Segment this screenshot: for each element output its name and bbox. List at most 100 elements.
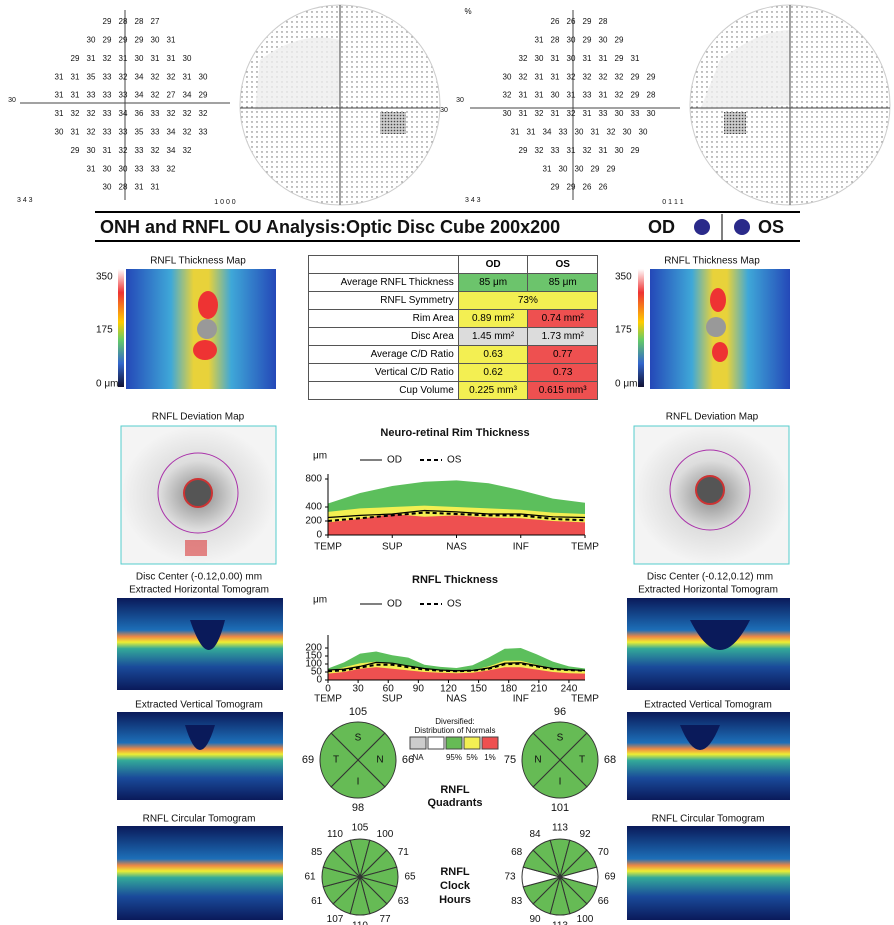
field-value: 28 — [119, 183, 128, 192]
clock-value: 113 — [552, 921, 568, 925]
clock-value: 68 — [511, 847, 523, 858]
table-cell: 0.89 mm² — [458, 310, 528, 328]
map-title: RNFL Deviation Map — [666, 412, 759, 423]
y-tick-label: 400 — [305, 502, 322, 513]
field-value: 32 — [183, 109, 192, 118]
field-value: 31 — [87, 54, 96, 63]
x-category-label: TEMP — [314, 542, 342, 553]
field-corner: 3 4 3 — [17, 197, 33, 204]
field-value: 33 — [135, 164, 144, 173]
table-cell: Vertical C/D Ratio — [309, 364, 459, 382]
field-value: 30 — [567, 54, 576, 63]
clock-value: 69 — [604, 872, 616, 883]
quadrant-value: 66 — [402, 754, 414, 766]
table-cell: 1.45 mm² — [458, 328, 528, 346]
legend-swatch — [410, 737, 426, 749]
field-value: 31 — [567, 91, 576, 100]
table-row: ODOS — [309, 256, 598, 274]
clock-value: 84 — [529, 829, 541, 840]
table-cell: 0.225 mm³ — [458, 382, 528, 400]
field-value: 27 — [151, 17, 160, 26]
field-value: 31 — [119, 54, 128, 63]
field-value: 29 — [71, 54, 80, 63]
field-value: 31 — [151, 183, 160, 192]
field-value: 31 — [535, 36, 544, 45]
field-value: 32 — [151, 72, 160, 81]
x-category-label: TEMP — [314, 694, 342, 705]
field-value: 33 — [583, 91, 592, 100]
x-category-label: INF — [513, 542, 529, 553]
scale-label: 175 — [615, 325, 632, 336]
clock-value: 70 — [598, 847, 610, 858]
field-value: 31 — [135, 183, 144, 192]
field-value: 31 — [591, 128, 600, 137]
field-value: 30 — [103, 183, 112, 192]
field-mark: % — [464, 7, 471, 16]
field-value: 32 — [567, 72, 576, 81]
field-axis-label: 30 — [456, 97, 464, 104]
field-value: 26 — [567, 17, 576, 26]
field-value: 32 — [519, 72, 528, 81]
tomogram-title: Extracted Vertical Tomogram — [135, 700, 263, 711]
field-value: 33 — [151, 109, 160, 118]
y-tick-label: 800 — [305, 474, 322, 485]
field-value: 34 — [543, 128, 552, 137]
table-row: Cup Volume0.225 mm³0.615 mm³ — [309, 382, 598, 400]
legend-title: Distribution of Normals — [415, 726, 496, 735]
field-value: 32 — [167, 164, 176, 173]
page: ONH and RNFL OU Analysis:Optic Disc Cube… — [0, 0, 894, 925]
field-value: 31 — [535, 91, 544, 100]
quadrant-label: T — [579, 755, 585, 766]
clock-value: 107 — [327, 914, 344, 925]
legend-label: OD — [387, 599, 402, 610]
field-value: 30 — [87, 36, 96, 45]
x-category-label: NAS — [446, 694, 467, 705]
field-value: 29 — [583, 36, 592, 45]
field-value: 29 — [607, 164, 616, 173]
quadrant-value: 75 — [504, 754, 516, 766]
table-row: Rim Area0.89 mm²0.74 mm² — [309, 310, 598, 328]
legend-label: 1% — [484, 753, 496, 762]
report-title: ONH and RNFL OU Analysis:Optic Disc Cube… — [100, 217, 560, 237]
field-value: 28 — [599, 17, 608, 26]
field-value: 29 — [519, 146, 528, 155]
field-value: 28 — [135, 17, 144, 26]
field-value: 31 — [71, 128, 80, 137]
field-value: 33 — [103, 128, 112, 137]
field-value: 32 — [615, 91, 624, 100]
field-value: 34 — [167, 146, 176, 155]
field-value: 33 — [599, 109, 608, 118]
tomogram-title: RNFL Circular Tomogram — [652, 814, 765, 825]
clock-label: Hours — [439, 894, 471, 906]
field-value: 33 — [103, 91, 112, 100]
quadrant-label: I — [357, 777, 360, 788]
map-title: RNFL Thickness Map — [150, 256, 246, 267]
field-value: 30 — [551, 91, 560, 100]
field-footer: 1 0 0 0 — [214, 199, 236, 206]
clock-value: 63 — [398, 896, 410, 907]
table-cell: 73% — [458, 292, 597, 310]
field-value: 32 — [151, 91, 160, 100]
y-axis-label: μm — [313, 595, 327, 606]
field-value: 30 — [639, 128, 648, 137]
field-value: 32 — [599, 72, 608, 81]
field-value: 29 — [567, 183, 576, 192]
field-value: 30 — [615, 109, 624, 118]
quadrant-value: 69 — [302, 754, 314, 766]
table-cell: 1.73 mm² — [528, 328, 598, 346]
scale-label: 350 — [96, 272, 113, 283]
field-value: 35 — [87, 72, 96, 81]
clock-value: 110 — [352, 921, 368, 925]
clock-value: 66 — [598, 896, 610, 907]
field-value: 30 — [103, 164, 112, 173]
quadrants-label: Quadrants — [427, 797, 482, 809]
field-value: 29 — [631, 72, 640, 81]
field-value: 29 — [631, 91, 640, 100]
field-value: 32 — [167, 109, 176, 118]
field-value: 29 — [591, 164, 600, 173]
field-value: 32 — [199, 109, 208, 118]
clock-label: RNFL — [440, 866, 470, 878]
field-value: 34 — [119, 109, 128, 118]
